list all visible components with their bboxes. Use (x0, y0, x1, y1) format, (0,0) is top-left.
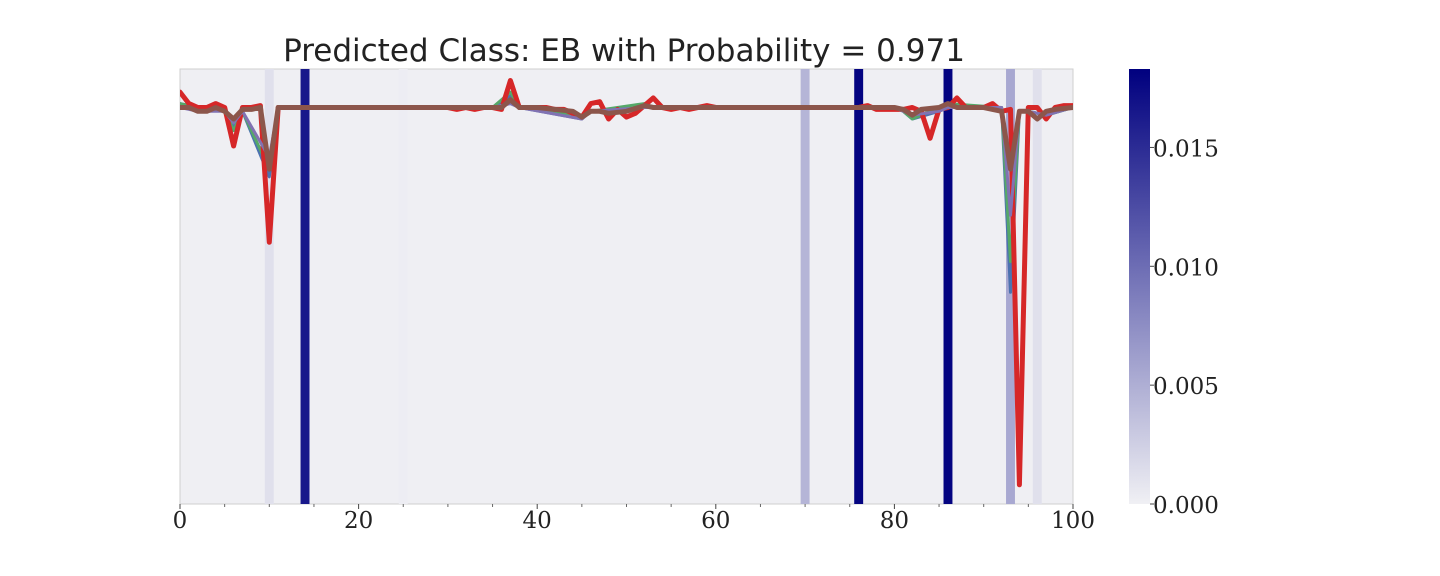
x-tick-label: 60 (701, 508, 730, 534)
colorbar-tick-label: 0.005 (1153, 374, 1219, 400)
x-tick-label: 0 (173, 508, 188, 534)
x-tick-label: 100 (1051, 508, 1095, 534)
x-tick-label: 20 (344, 508, 373, 534)
series-line-series-brown (180, 97, 1073, 172)
attribution-band (1032, 69, 1042, 504)
colorbar-tick-label: 0.015 (1153, 136, 1219, 162)
x-axis-ticks: 0 20 40 60 80 100 (173, 504, 1095, 534)
x-tick-label: 40 (523, 508, 552, 534)
series-lines (180, 78, 1073, 488)
colorbar-tick-label: 0.000 (1153, 493, 1219, 519)
attribution-band (943, 69, 953, 504)
attribution-band (800, 69, 810, 504)
colorbar-tick-label: 0.010 (1153, 255, 1219, 281)
colorbar-ticks: 0.000 0.005 0.010 0.015 (1150, 136, 1219, 519)
attribution-band (854, 69, 864, 504)
attribution-band (300, 69, 310, 504)
chart-title: Predicted Class: EB with Probability = 0… (283, 33, 965, 69)
plot-background (179, 68, 1074, 505)
colorbar (1129, 69, 1150, 504)
x-tick-label: 80 (880, 508, 909, 534)
attribution-band (398, 69, 408, 504)
attribution-band (264, 69, 274, 504)
